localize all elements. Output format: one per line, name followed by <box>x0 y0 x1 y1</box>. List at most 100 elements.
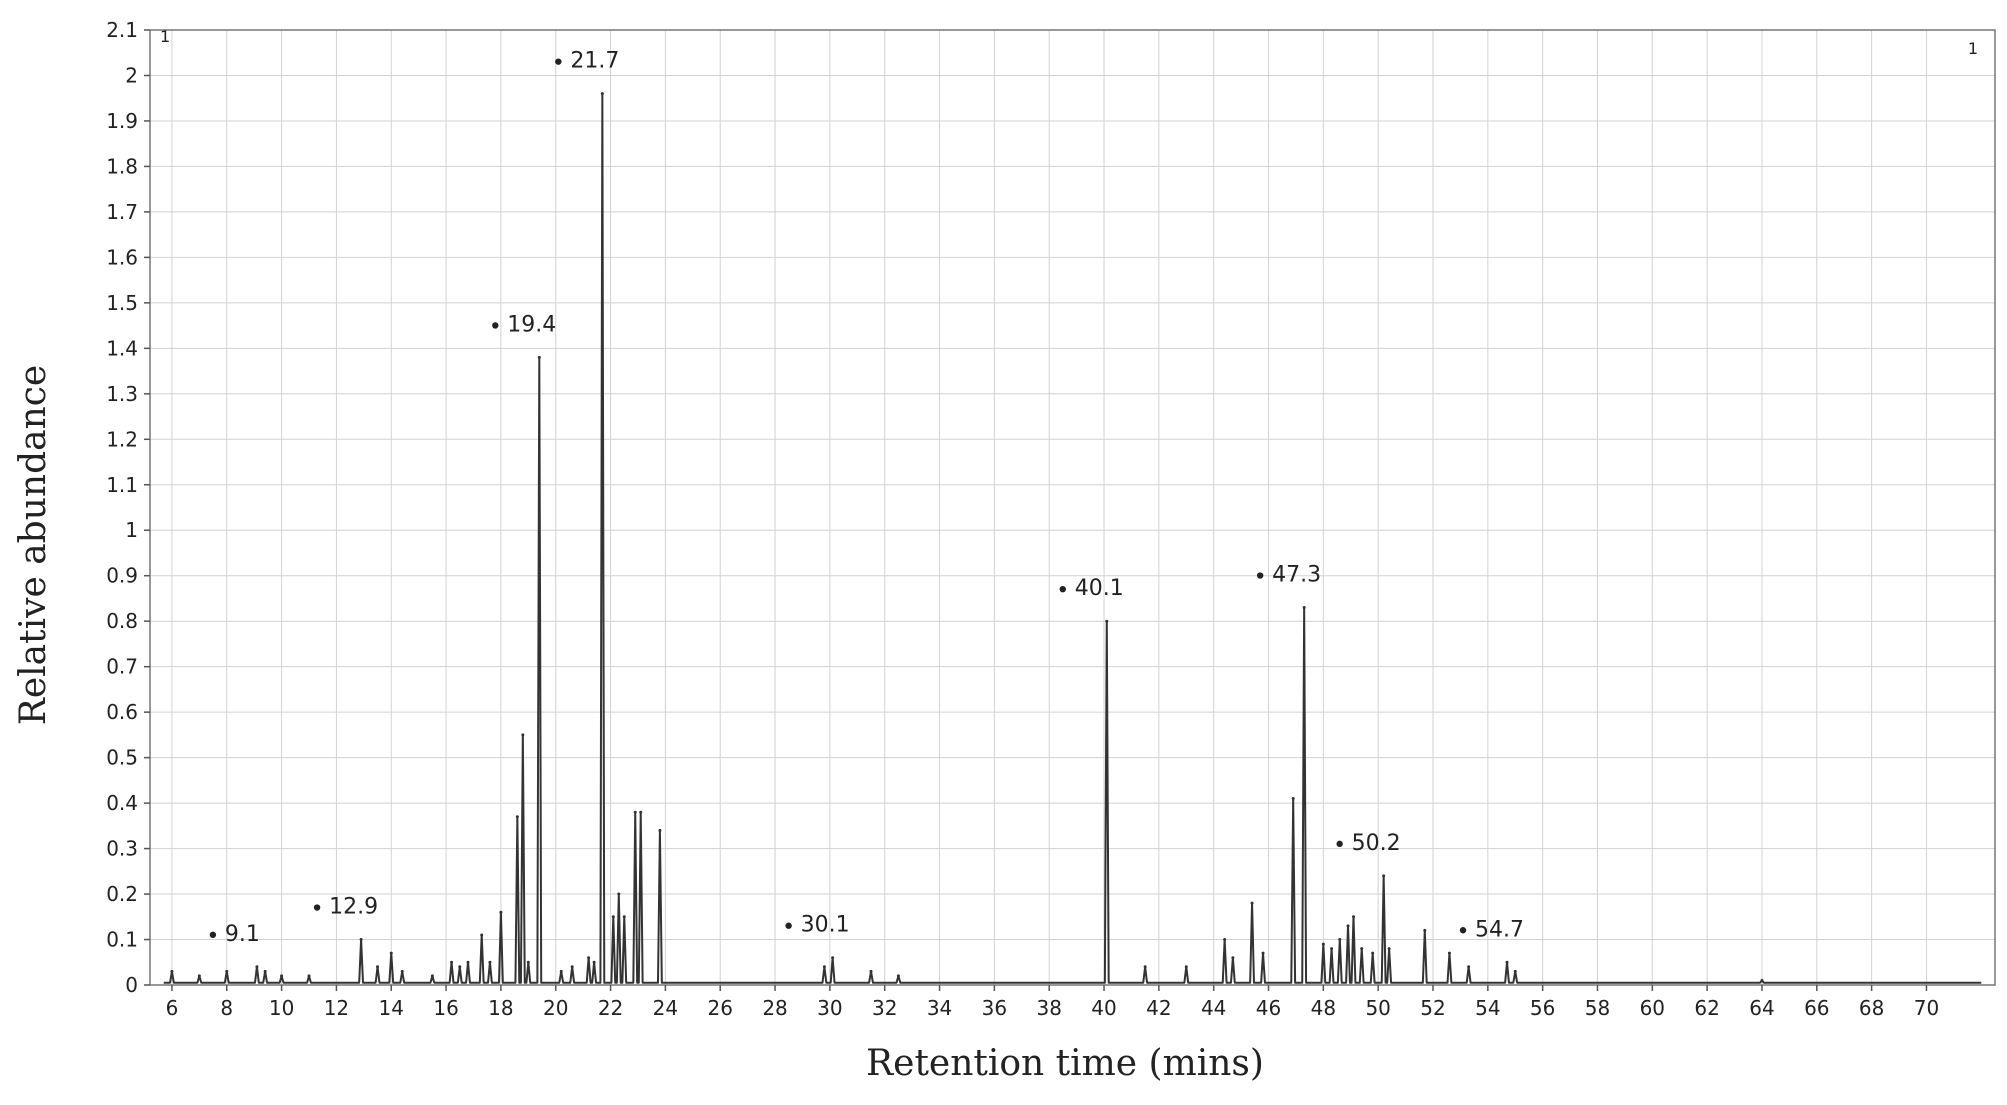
peak-point <box>1382 874 1386 878</box>
peak-point <box>170 969 174 973</box>
peak-point <box>1223 938 1227 942</box>
peak-point <box>307 974 311 978</box>
peak-point <box>255 965 259 969</box>
y-tick-label: 0.4 <box>106 791 138 815</box>
annotation-layer: 9.1 12.9 19.4 21.7 30.1 40.1 47.3 50.2 54.7 <box>209 49 1524 947</box>
annotation-marker <box>555 58 562 65</box>
y-tick-label: 0.2 <box>106 882 138 906</box>
x-tick-label: 8 <box>220 996 233 1020</box>
x-tick-label: 28 <box>762 996 787 1020</box>
peak-point <box>430 974 434 978</box>
x-tick-label: 14 <box>379 996 404 1020</box>
y-tick-label: 0.3 <box>106 837 138 861</box>
x-tick-label: 60 <box>1640 996 1665 1020</box>
peak-point <box>1184 965 1188 969</box>
peak-point <box>611 915 615 919</box>
peak-point <box>450 960 454 964</box>
x-tick-label: 34 <box>927 996 952 1020</box>
x-tick-label: 24 <box>653 996 678 1020</box>
annotation-label: 40.1 <box>1075 576 1124 601</box>
x-tick-label: 54 <box>1475 996 1500 1020</box>
annotation-marker <box>1256 572 1264 579</box>
x-tick-label: 6 <box>166 996 179 1020</box>
y-tick-label: 0.9 <box>106 564 138 588</box>
x-tick-label: 40 <box>1091 996 1116 1020</box>
x-tick-label: 38 <box>1036 996 1061 1020</box>
peak-point <box>1346 924 1350 928</box>
y-tick-label: 1 <box>125 518 138 542</box>
x-tick-label: 16 <box>433 996 458 1020</box>
y-tick-label: 1.7 <box>106 200 138 224</box>
x-tick-label: 36 <box>982 996 1007 1020</box>
peak-point <box>658 828 662 832</box>
annotation-label: 47.3 <box>1272 563 1321 588</box>
annotation-marker <box>209 931 217 939</box>
peak-point <box>1250 901 1254 905</box>
peak-point <box>466 960 470 964</box>
peak-point <box>1467 965 1471 969</box>
peak-point <box>1423 928 1427 932</box>
peak-point <box>376 965 380 969</box>
peak-point <box>822 965 826 969</box>
y-tick-label: 1.9 <box>106 109 138 133</box>
x-tick-label: 42 <box>1146 996 1171 1020</box>
x-tick-label: 12 <box>324 996 349 1020</box>
peak-point <box>537 355 541 359</box>
y-tick-label: 1.8 <box>106 154 138 178</box>
annotation-label: 21.7 <box>570 49 619 74</box>
y-tick-label: 1.2 <box>106 427 138 451</box>
peak-point <box>1261 951 1265 955</box>
annotation-label: 54.7 <box>1475 917 1524 942</box>
annotation-marker <box>313 904 321 911</box>
annotation-label: 12.9 <box>329 895 378 920</box>
peak-point <box>1302 606 1306 610</box>
peak-point <box>389 951 393 955</box>
annotation-marker <box>492 322 499 329</box>
peak-point <box>225 969 229 973</box>
peak-point <box>1371 951 1375 955</box>
peak-point <box>1760 978 1764 982</box>
peak-point <box>480 933 484 937</box>
annotation-label: 19.4 <box>507 312 556 337</box>
x-tick-label: 64 <box>1749 996 1774 1020</box>
peak-point <box>359 938 363 942</box>
plot-frame <box>149 29 1996 986</box>
corner-label-left: 1 <box>160 27 170 46</box>
annotation-label: 9.1 <box>225 922 260 947</box>
annotation-label: 30.1 <box>801 913 850 938</box>
peak-point <box>639 810 643 814</box>
x-tick-label: 62 <box>1694 996 1719 1020</box>
peak-point <box>622 915 626 919</box>
peak-point <box>617 892 621 896</box>
axis-layer: 0 0.1 0.2 0.3 0.4 0.5 0.6 0.7 0.8 0.9 1 1.1 1.2 1.3 1.… <box>106 18 1996 1020</box>
corner-label-right: 1 <box>1968 39 1978 58</box>
x-tick-label: 46 <box>1256 996 1281 1020</box>
y-tick-label: 2.1 <box>106 18 138 42</box>
peak-point <box>587 956 591 960</box>
x-axis-title: Retention time (mins) <box>866 1043 1264 1084</box>
x-tick-label: 26 <box>707 996 732 1020</box>
peak-point <box>1330 947 1334 951</box>
y-tick-label: 0.7 <box>106 655 138 679</box>
grid-layer <box>150 29 1995 986</box>
x-tick-label: 50 <box>1365 996 1390 1020</box>
x-tick-label: 48 <box>1311 996 1336 1020</box>
peak-point <box>1387 947 1391 951</box>
peak-point <box>1338 938 1342 942</box>
x-tick-label: 20 <box>543 996 568 1020</box>
peak-point <box>1291 797 1295 801</box>
x-tick-label: 52 <box>1420 996 1445 1020</box>
peak-point <box>1351 915 1355 919</box>
peak-point <box>592 960 596 964</box>
y-tick-label: 1.6 <box>106 245 138 269</box>
annotation-label: 50.2 <box>1352 831 1401 856</box>
peak-point <box>1231 956 1235 960</box>
y-tick-label: 0.8 <box>106 609 138 633</box>
data-layer <box>163 92 1982 984</box>
peak-point <box>515 815 519 819</box>
peak-point <box>458 965 462 969</box>
annotation-marker <box>1059 585 1066 593</box>
peak-point <box>869 969 873 973</box>
